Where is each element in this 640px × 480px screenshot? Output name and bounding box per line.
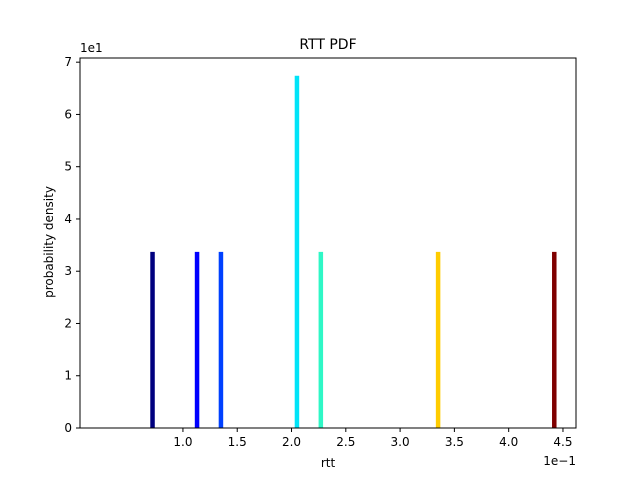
bar-1 <box>194 251 200 428</box>
y-tick-label: 7 <box>64 55 72 69</box>
x-tick-label: 2.5 <box>336 435 355 449</box>
x-tick-label: 4.0 <box>499 435 518 449</box>
x-axis-label: rtt <box>321 456 336 470</box>
y-tick-label: 1 <box>64 369 72 383</box>
chart-title: RTT PDF <box>299 37 356 53</box>
x-tick-label: 1.0 <box>173 435 192 449</box>
x-tick-label: 3.5 <box>445 435 464 449</box>
y-tick-label: 4 <box>64 212 72 226</box>
x-ticks-layer: 1.0 1.5 2.0 2.5 3.0 3.5 4.0 4.5 <box>173 428 573 449</box>
y-axis-label: probability density <box>42 186 56 298</box>
x-tick-label: 4.5 <box>553 435 572 449</box>
y-tick-label: 0 <box>64 421 72 435</box>
y-tick-label: 2 <box>64 316 72 330</box>
plot-frame <box>79 57 577 429</box>
bar-6 <box>552 251 557 428</box>
y-tick-label: 6 <box>64 107 72 121</box>
bar-4 <box>318 251 324 428</box>
x-tick-label: 2.0 <box>282 435 301 449</box>
y-ticks-layer: 0 1 2 3 4 5 6 7 <box>64 55 80 435</box>
y-tick-label: 3 <box>64 264 72 278</box>
y-multiplier-label: 1e1 <box>80 41 103 55</box>
bars-layer <box>150 75 557 429</box>
bar-5 <box>435 251 441 428</box>
x-tick-label: 3.0 <box>391 435 410 449</box>
x-tick-label: 1.5 <box>228 435 247 449</box>
x-multiplier-label: 1e−1 <box>543 454 576 468</box>
bar-0 <box>150 251 155 428</box>
bar-3 <box>294 75 300 429</box>
y-tick-label: 5 <box>64 160 72 174</box>
bar-2 <box>218 251 224 428</box>
